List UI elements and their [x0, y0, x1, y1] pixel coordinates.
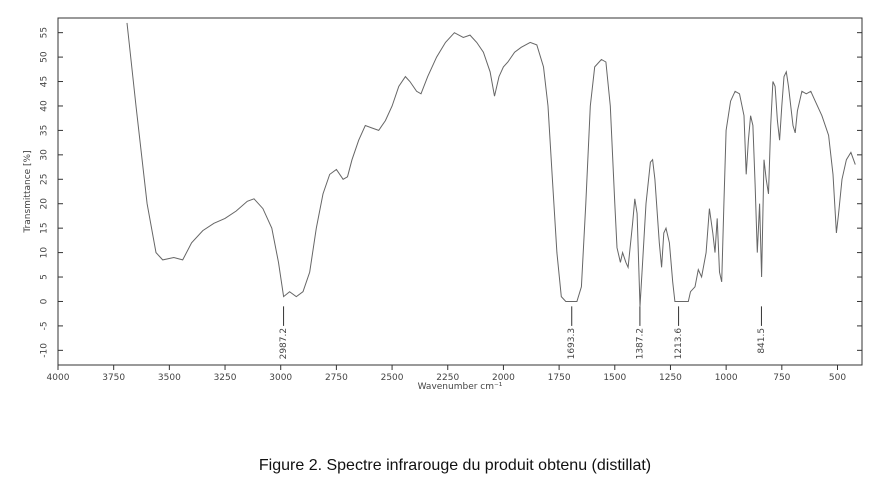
y-tick-label: 40: [40, 100, 50, 112]
x-tick-label: 2750: [325, 373, 348, 383]
x-tick-label: 2250: [436, 373, 459, 383]
x-tick-label: 3750: [102, 373, 125, 383]
caption: Figure 2. Spectre infrarouge du produit …: [259, 457, 651, 474]
x-tick-label: 4000: [47, 373, 70, 383]
x-tick-label: 1250: [659, 373, 682, 383]
y-tick-label: 25: [40, 174, 50, 185]
x-tick-label: 3500: [158, 373, 181, 383]
x-tick-label: 1750: [548, 373, 571, 383]
peak-label: 1387.2: [635, 328, 645, 360]
y-tick-label: 5: [40, 274, 50, 280]
y-tick-label: 10: [40, 247, 50, 259]
plot-frame: [57, 17, 863, 366]
x-tick-label: 500: [829, 373, 846, 383]
x-tick-label: 2000: [492, 373, 515, 383]
y-tick-label: 15: [40, 222, 50, 233]
y-tick-label: 35: [40, 125, 50, 136]
y-tick-label: 55: [40, 27, 50, 38]
x-tick-label: 2500: [381, 373, 404, 383]
y-tick-label: 45: [40, 76, 50, 87]
y-tick-label: 20: [40, 198, 50, 210]
x-axis-label: Wavenumber cm⁻¹: [418, 382, 503, 392]
y-tick-label: 50: [40, 51, 50, 63]
y-axis-label: Transmittance [%]: [23, 150, 33, 233]
x-tick-label: 3000: [269, 373, 292, 383]
peak-label: 841.5: [757, 328, 767, 354]
x-tick-label: 1500: [603, 373, 626, 383]
x-tick-label: 3250: [214, 373, 237, 383]
peak-label: 2987.2: [279, 328, 289, 360]
y-tick-label: -5: [40, 321, 50, 330]
peak-label: 1693.3: [567, 328, 577, 360]
spectrum-line: [126, 22, 856, 307]
y-tick-label: 30: [40, 149, 50, 161]
x-tick-label: 750: [773, 373, 790, 383]
y-tick-label: 0: [40, 298, 50, 304]
y-tick-label: -10: [40, 343, 50, 358]
peak-label: 1213.6: [674, 328, 684, 360]
x-tick-label: 1000: [715, 373, 738, 383]
